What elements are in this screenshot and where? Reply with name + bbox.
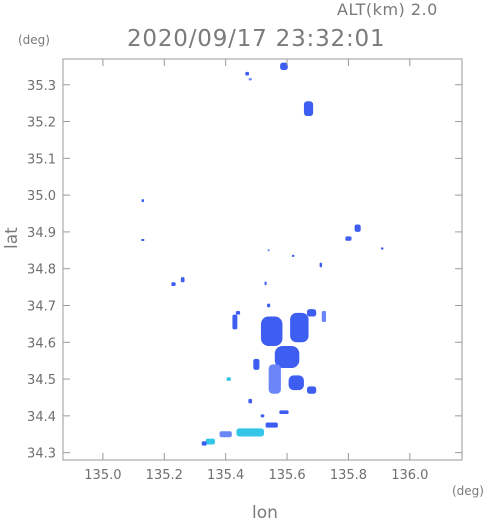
radar-echo [226, 377, 231, 381]
timestamp-title: 2020/09/17 23:32:01 [127, 26, 386, 52]
radar-echo [245, 71, 249, 76]
y-tick-label: 35.3 [27, 79, 56, 94]
x-tick-label: 135.4 [207, 468, 244, 483]
radar-echo [248, 398, 253, 404]
radar-echo [260, 414, 265, 418]
altitude-label: ALT(km) 2.0 [337, 0, 438, 19]
radar-echo [267, 249, 270, 252]
radar-echo [265, 422, 278, 428]
radar-echo [268, 364, 281, 394]
radar-echo [290, 312, 309, 343]
plot-frame [62, 58, 463, 461]
radar-echo [201, 441, 207, 446]
radar-echo [141, 239, 145, 242]
y-tick-label: 34.8 [27, 263, 56, 278]
radar-echo [205, 438, 215, 445]
radar-echo [354, 224, 361, 232]
y-tick-label: 35.1 [27, 152, 56, 167]
y-tick-label: 35.2 [27, 116, 56, 131]
radar-echo [235, 311, 241, 315]
y-tick-label: 34.7 [27, 299, 56, 314]
radar-echo [180, 277, 185, 283]
x-tick-label: 135.2 [146, 468, 183, 483]
radar-echo [319, 262, 323, 268]
y-tick-label: 35.0 [27, 189, 56, 204]
x-tick-label: 135.0 [84, 468, 121, 483]
radar-echo [288, 375, 304, 391]
radar-echo [141, 199, 145, 203]
radar-echo [171, 282, 176, 286]
y-tick-label: 34.6 [27, 336, 56, 351]
x-unit-label: (deg) [452, 484, 484, 498]
x-tick-label: 135.6 [268, 468, 305, 483]
y-tick-label: 34.5 [27, 373, 56, 388]
echo-layer [141, 62, 384, 446]
y-tick-label: 34.9 [27, 226, 56, 241]
radar-echo [303, 101, 314, 117]
radar-echo [267, 303, 271, 308]
tick-layer: 135.0 135.2 135.4 135.6 135.8 136.0 34.3 34.4 34… [27, 59, 462, 483]
radar-echo [291, 254, 295, 257]
radar-echo [274, 345, 300, 369]
radar-echo [380, 247, 384, 250]
radar-echo [345, 236, 352, 241]
radar-echo [236, 428, 265, 437]
radar-echo [321, 311, 327, 323]
radar-echo [280, 62, 288, 71]
y-unit-label: (deg) [18, 33, 50, 47]
y-tick-label: 34.3 [27, 447, 56, 462]
radar-echo [307, 309, 317, 317]
radar-echo [264, 281, 267, 286]
radar-echo [279, 410, 289, 415]
radar-echo [253, 358, 260, 370]
radar-echo [248, 78, 252, 81]
x-tick-label: 135.8 [330, 468, 367, 483]
radar-echo [260, 316, 283, 346]
y-tick-label: 34.4 [27, 410, 56, 425]
x-tick-label: 136.0 [391, 468, 428, 483]
radar-echo [307, 386, 317, 394]
radar-echo [232, 314, 238, 330]
radar-echo [219, 431, 232, 438]
x-axis-title: lon [252, 503, 278, 523]
